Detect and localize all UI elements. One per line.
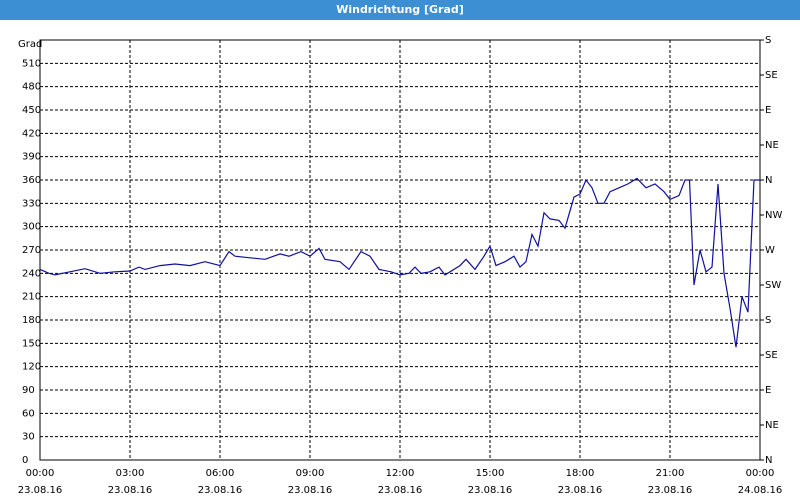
y2-tick-label: SE <box>765 350 778 361</box>
x-tick-date: 23.08.16 <box>558 485 603 496</box>
x-tick-label: 00:00 <box>26 468 55 479</box>
y-tick-label: 360 <box>22 175 41 186</box>
x-tick-date: 23.08.16 <box>378 485 423 496</box>
y-tick-label: 240 <box>22 268 41 279</box>
y-tick-label: 420 <box>22 128 41 139</box>
y-tick-label: 300 <box>22 222 41 233</box>
x-tick-date: 23.08.16 <box>198 485 243 496</box>
y2-tick-label: SE <box>765 70 778 81</box>
y2-tick-label: N <box>765 455 772 466</box>
y-tick-label: 510 <box>22 58 41 69</box>
y-axis-label: Grad <box>18 39 42 50</box>
x-tick-date: 23.08.16 <box>288 485 333 496</box>
y-tick-label: 120 <box>22 362 41 373</box>
x-tick-date: 23.08.16 <box>468 485 513 496</box>
y-tick-label: 390 <box>22 152 41 163</box>
y-tick-label: 90 <box>22 385 35 396</box>
plot-frame <box>39 39 761 461</box>
y-tick-label: 270 <box>22 245 41 256</box>
y-tick-label: 150 <box>22 338 41 349</box>
y2-tick-label: NW <box>765 210 782 221</box>
x-tick-date: 24.08.16 <box>738 485 783 496</box>
y2-tick-label: E <box>765 105 771 116</box>
x-tick-date: 23.08.16 <box>108 485 153 496</box>
y-tick-label: 210 <box>22 292 41 303</box>
y2-tick-label: S <box>765 315 771 326</box>
x-tick-label: 21:00 <box>656 468 685 479</box>
y-tick-label: 60 <box>22 408 35 419</box>
y-tick-label: 330 <box>22 198 41 209</box>
y-tick-label: 30 <box>22 432 35 443</box>
y2-tick-label: NE <box>765 140 779 151</box>
y-tick-label: 480 <box>22 82 41 93</box>
chart: Grad 0 30 60 90 120 150 180 210 240 270 300 330 360 3… <box>18 35 783 496</box>
data-line <box>39 177 760 348</box>
y2-tick-label: NE <box>765 420 779 431</box>
x-tick-date: 23.08.16 <box>648 485 693 496</box>
y2-tick-label: S <box>765 35 771 46</box>
y-tick-label: 0 <box>22 455 28 466</box>
x-tick-label: 06:00 <box>206 468 235 479</box>
y-tick-label: 450 <box>22 105 41 116</box>
x-tick-label: 15:00 <box>476 468 505 479</box>
x-tick-label: 03:00 <box>116 468 145 479</box>
x-tick-label: 09:00 <box>296 468 325 479</box>
y2-tick-label: N <box>765 175 772 186</box>
x-tick-label: 18:00 <box>566 468 595 479</box>
x-tick-label: 00:00 <box>746 468 775 479</box>
y2-tick-label: SW <box>765 280 781 291</box>
title-bar: Windrichtung [Grad] <box>0 0 800 20</box>
x-tick-date: 23.08.16 <box>18 485 63 496</box>
y2-tick-label: E <box>765 385 771 396</box>
y-tick-label: 180 <box>22 315 41 326</box>
y2-tick-label: W <box>765 245 775 256</box>
x-tick-label: 12:00 <box>386 468 415 479</box>
